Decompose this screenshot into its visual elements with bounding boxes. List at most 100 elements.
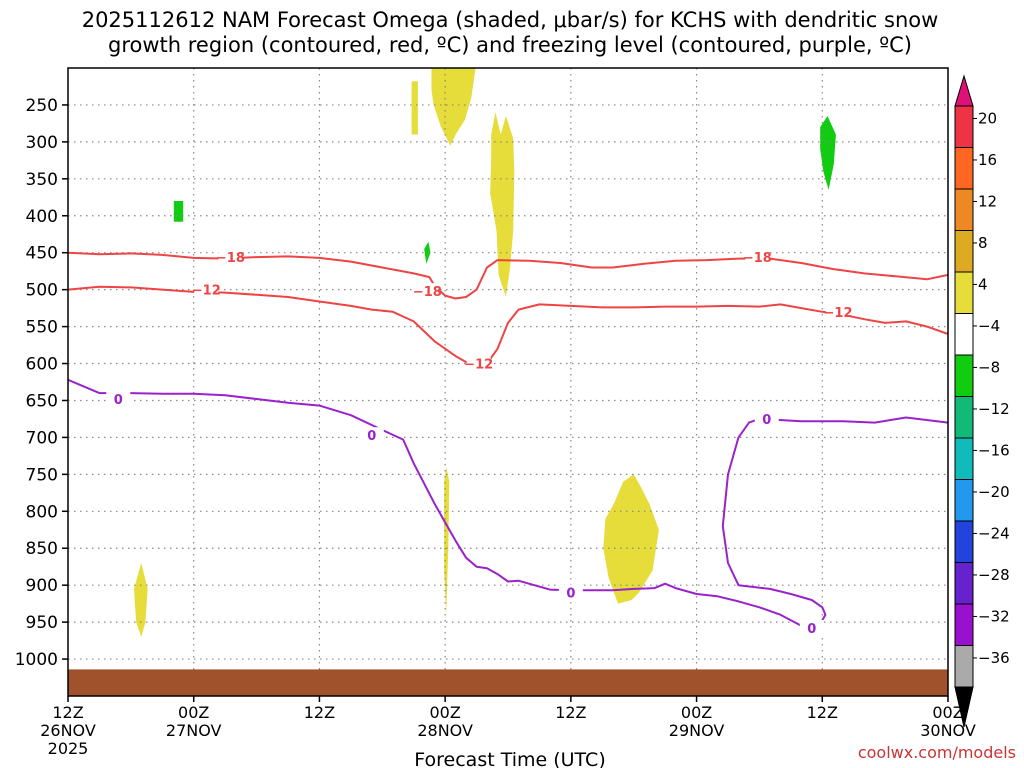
contour-label-bg <box>826 303 850 319</box>
colorbar-segment-7 <box>954 354 974 397</box>
ytick-label-550: 550 <box>26 318 58 338</box>
ytick-label-600: 600 <box>26 355 58 375</box>
ytick-label-350: 350 <box>26 170 58 190</box>
colorbar-segment-9 <box>954 437 974 480</box>
contour-label-freezing-level-1: 0 <box>114 393 123 408</box>
xtick-label-0-0: 12Z <box>52 703 83 722</box>
ytick-label-900: 900 <box>26 576 58 596</box>
colorbar-label-14: −36 <box>978 649 1010 667</box>
omega-region-9 <box>424 241 431 264</box>
ytick-label-300: 300 <box>26 133 58 153</box>
omega-shading-layer <box>134 68 836 637</box>
chart-title-line2: growth region (contoured, red, ºC) and f… <box>108 33 912 57</box>
contour-label-bg <box>359 427 384 443</box>
contour-label-freezing-level-2: 0 <box>367 429 376 444</box>
contour-label-bg <box>754 410 779 426</box>
contour-freezing-level <box>67 378 949 631</box>
xtick-label-12-1: 27NOV <box>166 721 222 740</box>
ytick-label-650: 650 <box>26 391 58 411</box>
contour-label-dgz-bottom-3: −12 <box>824 306 853 321</box>
colorbar-label-7: −8 <box>978 358 1000 376</box>
colorbar-label-9: −16 <box>978 441 1010 459</box>
colorbar-label-4: 8 <box>978 234 988 252</box>
omega-region-5 <box>134 563 148 637</box>
colorbar-label-12: −28 <box>978 566 1010 584</box>
xtick-label-0-2: 2025 <box>48 739 89 758</box>
contour-label-dgz-top-1: −18 <box>216 251 245 266</box>
contour-dgz-bottom <box>67 285 949 366</box>
omega-region-7 <box>820 116 836 190</box>
contour-label-bg <box>415 283 440 299</box>
contour-dgz-top <box>67 251 949 300</box>
xtick-label-60-1: 29NOV <box>669 721 725 740</box>
ytick-label-500: 500 <box>26 281 58 301</box>
ytick-label-750: 750 <box>26 465 58 485</box>
colorbar-label-2: 16 <box>978 151 997 169</box>
colorbar-segment-13 <box>954 603 974 646</box>
colorbar-segment-1 <box>954 105 974 148</box>
contour-label-freezing-level-5: 0 <box>807 622 816 637</box>
terrain-band <box>68 669 948 696</box>
omega-region-4 <box>444 467 450 615</box>
plot-area: −18 −18 −18 −12 −12 −12 0 0 0 0 0 <box>67 67 949 697</box>
ytick-label-450: 450 <box>26 244 58 264</box>
contour-label-dgz-top-3: −18 <box>743 251 772 266</box>
omega-region-2 <box>431 68 476 146</box>
y-axis-ticks: 250 300 350 400 450 500 550 600 650 700 750 800 850 9… <box>15 96 68 670</box>
ytick-label-700: 700 <box>26 428 58 448</box>
ytick-label-950: 950 <box>26 613 58 633</box>
contour-label-dgz-top-2: −18 <box>413 285 442 300</box>
ytick-label-850: 850 <box>26 539 58 559</box>
colorbar-label-3: 12 <box>978 192 997 210</box>
xtick-label-36-1: 28NOV <box>417 721 473 740</box>
ytick-label-250: 250 <box>26 96 58 116</box>
colorbar-segment-3 <box>954 188 974 231</box>
xtick-label-84-1: 30NOV <box>920 721 976 740</box>
colorbar-label-10: −20 <box>978 483 1010 501</box>
omega-region-8 <box>173 201 184 222</box>
xtick-label-24-0: 12Z <box>304 703 335 722</box>
ytick-label-1000: 1000 <box>15 650 58 670</box>
colorbar-bottom-arrow <box>954 686 974 728</box>
ytick-label-400: 400 <box>26 207 58 227</box>
contour-label-bg <box>194 281 219 297</box>
xtick-label-12-0: 00Z <box>178 703 209 722</box>
credit-text: coolwx.com/models <box>858 743 1016 762</box>
colorbar-top-arrow <box>954 74 974 107</box>
contour-label-bg <box>466 355 491 371</box>
omega-region-3 <box>490 112 515 297</box>
xtick-label-36-0: 00Z <box>429 703 460 722</box>
colorbar-segment-2 <box>954 147 974 190</box>
contour-label-dgz-bottom-1: −12 <box>192 284 221 299</box>
contour-layer: −18 −18 −18 −12 −12 −12 0 0 0 0 0 <box>67 249 949 637</box>
colorbar-segment-14 <box>954 645 974 688</box>
colorbar-label-1: 20 <box>978 109 997 127</box>
ytick-label-800: 800 <box>26 502 58 522</box>
colorbar-segment-12 <box>954 562 974 605</box>
colorbar-segment-5 <box>954 271 974 314</box>
contour-label-bg <box>799 620 824 636</box>
colorbar-segment-6 <box>954 313 974 356</box>
xtick-label-60-0: 00Z <box>681 703 712 722</box>
xtick-label-48-0: 12Z <box>555 703 586 722</box>
chart-title-line1: 2025112612 NAM Forecast Omega (shaded, μ… <box>82 8 939 32</box>
contour-label-bg <box>106 390 131 406</box>
contour-label-freezing-level-3: 0 <box>566 587 575 602</box>
colorbar-segment-11 <box>954 520 974 563</box>
contour-label-bg <box>745 249 770 265</box>
colorbar-label-8: −12 <box>978 400 1010 418</box>
x-axis-label: Forecast Time (UTC) <box>414 749 605 768</box>
xtick-label-84-0: 00Z <box>932 703 963 722</box>
plot-frame <box>67 67 949 697</box>
colorbar-segment-10 <box>954 479 974 522</box>
contour-label-bg <box>558 584 583 600</box>
colorbar-label-11: −24 <box>978 524 1010 542</box>
xtick-label-72-0: 12Z <box>807 703 838 722</box>
colorbar-label-13: −32 <box>978 607 1010 625</box>
contour-label-freezing-level-4: 0 <box>762 413 771 428</box>
colorbar-label-5: 4 <box>978 275 988 293</box>
contour-label-bg <box>218 249 243 265</box>
colorbar: 20 16 12 8 4 −4 −8 −12 −16 −20 −24 −28 −32 −36 <box>954 74 1010 728</box>
gridlines <box>68 68 948 696</box>
